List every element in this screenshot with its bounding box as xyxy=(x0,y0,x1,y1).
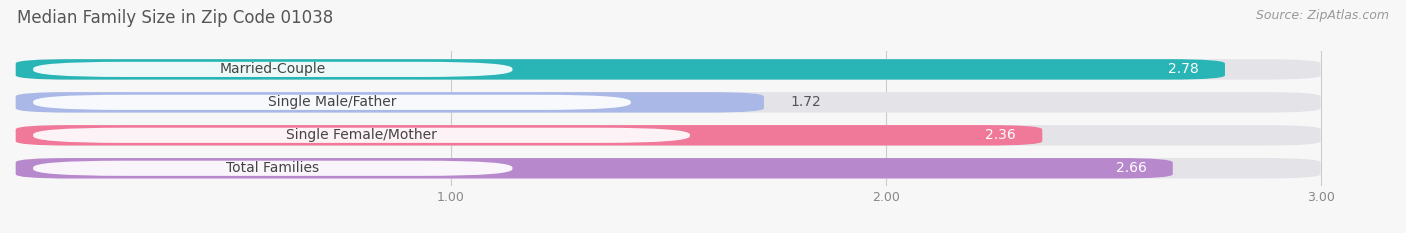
FancyBboxPatch shape xyxy=(34,95,631,110)
FancyBboxPatch shape xyxy=(15,125,1320,146)
FancyBboxPatch shape xyxy=(15,158,1173,178)
FancyBboxPatch shape xyxy=(15,125,1042,146)
FancyBboxPatch shape xyxy=(34,161,512,176)
Text: 2.36: 2.36 xyxy=(986,128,1017,142)
Text: Source: ZipAtlas.com: Source: ZipAtlas.com xyxy=(1256,9,1389,22)
FancyBboxPatch shape xyxy=(34,62,512,77)
FancyBboxPatch shape xyxy=(15,59,1225,80)
Text: Single Female/Mother: Single Female/Mother xyxy=(285,128,437,142)
Text: 2.66: 2.66 xyxy=(1116,161,1147,175)
FancyBboxPatch shape xyxy=(34,128,690,143)
FancyBboxPatch shape xyxy=(15,59,1320,80)
Text: Median Family Size in Zip Code 01038: Median Family Size in Zip Code 01038 xyxy=(17,9,333,27)
Text: 2.78: 2.78 xyxy=(1168,62,1199,76)
FancyBboxPatch shape xyxy=(15,92,1320,113)
Text: Total Families: Total Families xyxy=(226,161,319,175)
FancyBboxPatch shape xyxy=(15,92,763,113)
FancyBboxPatch shape xyxy=(15,158,1320,178)
Text: 1.72: 1.72 xyxy=(790,95,821,109)
Text: Married-Couple: Married-Couple xyxy=(219,62,326,76)
Text: Single Male/Father: Single Male/Father xyxy=(267,95,396,109)
